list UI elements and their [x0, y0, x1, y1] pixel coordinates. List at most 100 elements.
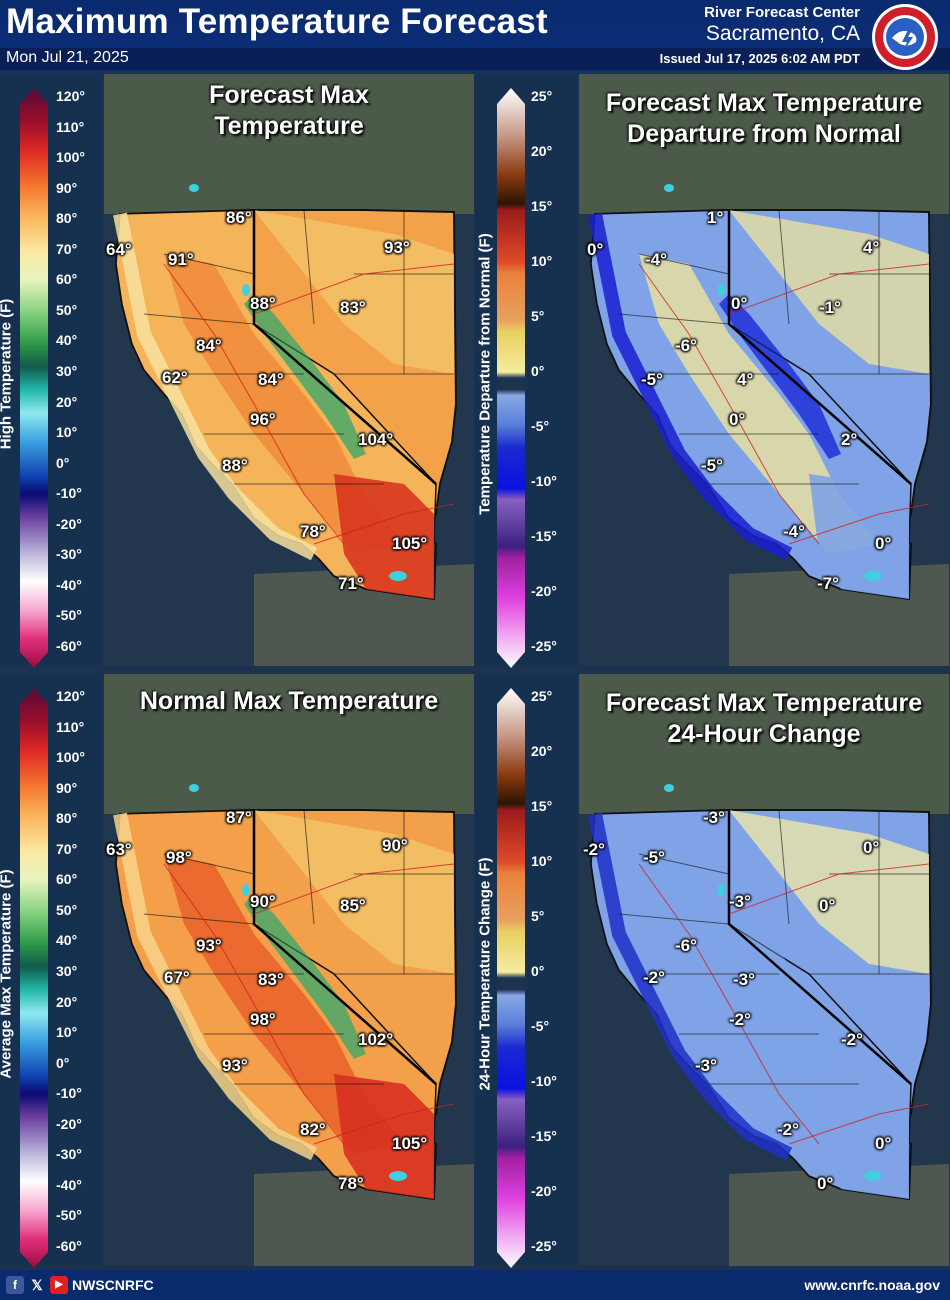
temp-label: 0°: [587, 240, 604, 259]
temp-label: 0°: [729, 410, 746, 429]
change-legend-bottom: 24-Hour Temperature Change (F) 25° 20° 1…: [475, 674, 577, 1268]
temp-label: 88°: [250, 294, 276, 313]
x-twitter-icon[interactable]: 𝕏: [28, 1276, 46, 1294]
temp-label: 83°: [258, 970, 284, 989]
legend-tick: 10°: [56, 424, 78, 440]
coastal-zone: [113, 212, 318, 561]
temp-label: 90°: [250, 892, 276, 911]
legend-tick: 20°: [531, 743, 553, 759]
youtube-icon[interactable]: ▶: [50, 1276, 68, 1294]
panel-title: Normal Max Temperature: [139, 687, 439, 715]
change-colorbar: [497, 688, 525, 1268]
legend-tick: -10°: [56, 1085, 82, 1101]
boundary-line: [163, 853, 255, 875]
temp-label: 0°: [875, 1134, 892, 1153]
legend-tick: 40°: [56, 332, 78, 348]
social-handle[interactable]: NWSCNRFC: [72, 1277, 154, 1293]
legend-tick: -10°: [531, 1073, 557, 1089]
highway: [788, 503, 930, 545]
temp-label: 71°: [338, 574, 364, 593]
legend-tick: -5°: [531, 418, 550, 434]
temp-label: 98°: [250, 1010, 276, 1029]
legend-tick: 100°: [56, 149, 85, 165]
legend-tick: 5°: [531, 908, 545, 924]
lake: [189, 784, 199, 792]
temp-label: 85°: [340, 896, 366, 915]
boundary-line: [303, 809, 315, 925]
legend-tick: -30°: [56, 546, 82, 562]
temp-label: -1°: [819, 298, 841, 317]
legend-tick: 50°: [56, 902, 78, 918]
state-border: [252, 810, 437, 1085]
legend-tick: -20°: [531, 1183, 557, 1199]
legend-tick: 30°: [56, 363, 78, 379]
temp-label: 91°: [168, 250, 194, 269]
highway: [788, 1103, 930, 1145]
legend-tick: 90°: [56, 180, 78, 196]
legend-tick: 110°: [56, 719, 85, 735]
legend-tick: 70°: [56, 241, 78, 257]
lake-tahoe: [242, 284, 250, 296]
coastal-zone: [588, 212, 793, 561]
salton-sea: [389, 571, 407, 581]
legend-tick: 70°: [56, 841, 78, 857]
highway: [163, 263, 345, 545]
legend-tick: -5°: [531, 1018, 550, 1034]
legend-tick: -60°: [56, 1238, 82, 1254]
legend-tick: -25°: [531, 1238, 557, 1254]
legend-tick: 15°: [531, 798, 553, 814]
highway: [638, 263, 820, 545]
temp-label: 88°: [222, 456, 248, 475]
legend-tick: 10°: [531, 253, 553, 269]
map-forecast-max: Forecast Max Temperature 86° 64° 91° 93° …: [104, 74, 474, 666]
highway: [253, 863, 455, 915]
temp-label: 0°: [731, 294, 748, 313]
temp-label: 93°: [222, 1056, 248, 1075]
panel-title: Forecast Max Temperature 24-Hour Change: [605, 689, 923, 748]
desert-zone: [809, 474, 909, 599]
temp-label: -4°: [783, 522, 805, 541]
highway: [313, 503, 455, 545]
legend-tick: 25°: [531, 88, 553, 104]
legend-tick: -15°: [531, 1128, 557, 1144]
temp-label: 62°: [162, 368, 188, 387]
california-nevada-map: [104, 74, 474, 666]
temp-label: 4°: [737, 370, 754, 389]
temp-label: -3°: [703, 808, 725, 827]
lake: [664, 784, 674, 792]
legend-tick: -50°: [56, 1207, 82, 1223]
temp-label: -2°: [777, 1120, 799, 1139]
panel-title: Forecast Max Temperature: [209, 81, 369, 140]
legend-tick: -20°: [56, 1116, 82, 1132]
desert-zone: [334, 1074, 434, 1199]
coastal-zone: [588, 812, 793, 1161]
highway: [638, 863, 820, 1145]
temp-label: -6°: [675, 336, 697, 355]
highway: [728, 263, 930, 315]
temp-label: -3°: [729, 892, 751, 911]
temp-label: -5°: [701, 456, 723, 475]
legend-tick: -50°: [56, 607, 82, 623]
legend-tick: -20°: [531, 583, 557, 599]
temp-label: -5°: [643, 848, 665, 867]
temp-label: 93°: [384, 238, 410, 257]
temp-label: 63°: [106, 840, 132, 859]
temp-label: -3°: [733, 970, 755, 989]
map-departure-normal: Forecast Max Temperature Departure from N…: [579, 74, 949, 666]
highway: [163, 863, 345, 1145]
legend-tick: -15°: [531, 528, 557, 544]
legend-tick: 25°: [531, 688, 553, 704]
issued-timestamp: Issued Jul 17, 2025 6:02 AM PDT: [659, 51, 860, 66]
temp-label: 90°: [382, 836, 408, 855]
facebook-icon[interactable]: f: [6, 1276, 24, 1294]
temp-label: -2°: [841, 1030, 863, 1049]
temperature-colorbar: [20, 688, 48, 1268]
temp-label: -7°: [817, 574, 839, 593]
desert-zone: [809, 1074, 909, 1199]
sierra-zone: [244, 294, 366, 459]
website-link[interactable]: www.cnrfc.noaa.gov: [804, 1277, 940, 1293]
temp-label: 98°: [166, 848, 192, 867]
temperature-colorbar: [20, 88, 48, 668]
temp-label: 105°: [392, 1134, 428, 1153]
lake: [189, 184, 199, 192]
